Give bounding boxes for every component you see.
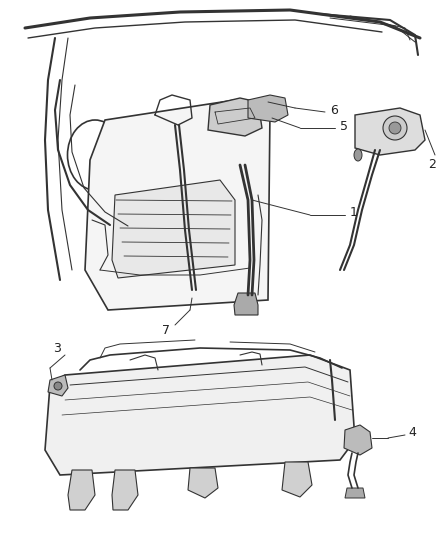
Text: 5: 5 [340, 119, 348, 133]
Polygon shape [355, 108, 425, 155]
Polygon shape [112, 470, 138, 510]
Polygon shape [248, 95, 288, 122]
Polygon shape [282, 462, 312, 497]
Polygon shape [112, 180, 235, 278]
Text: 1: 1 [350, 206, 358, 220]
Circle shape [389, 122, 401, 134]
Polygon shape [208, 98, 262, 136]
Circle shape [54, 382, 62, 390]
Polygon shape [344, 425, 372, 455]
Polygon shape [85, 100, 270, 310]
Text: 6: 6 [330, 103, 338, 117]
Text: 3: 3 [53, 343, 61, 356]
Polygon shape [345, 488, 365, 498]
Text: 7: 7 [162, 324, 170, 336]
Text: 4: 4 [408, 426, 416, 440]
Polygon shape [45, 355, 355, 475]
Ellipse shape [354, 149, 362, 161]
Polygon shape [234, 293, 258, 315]
Polygon shape [68, 470, 95, 510]
Polygon shape [48, 375, 68, 396]
Circle shape [383, 116, 407, 140]
Text: 2: 2 [428, 158, 436, 172]
Polygon shape [188, 468, 218, 498]
